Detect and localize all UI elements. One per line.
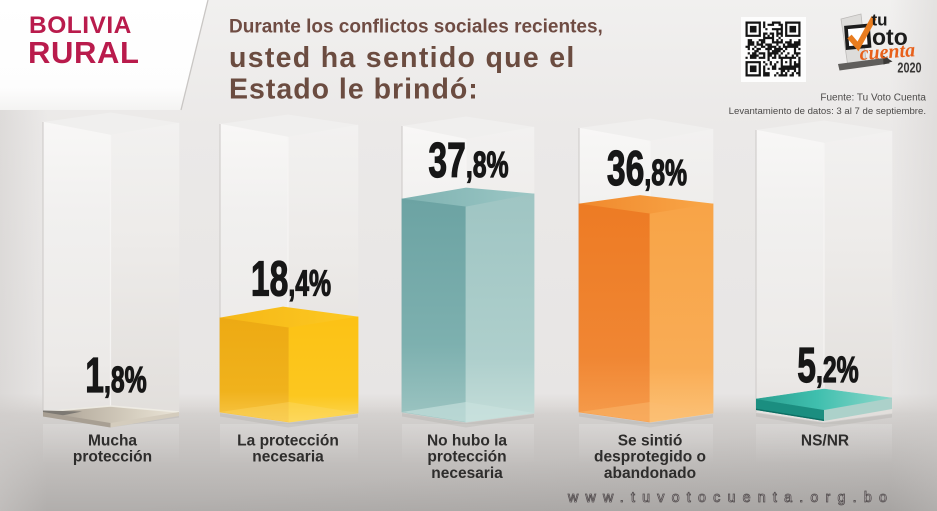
svg-text:www.tuvotocuenta.org.bo: www.tuvotocuenta.org.bo xyxy=(567,490,894,506)
svg-text:No hubo la: No hubo la xyxy=(427,432,507,449)
svg-text:usted ha sentido que el: usted ha sentido que el xyxy=(229,42,576,74)
svg-text:18,4%: 18,4% xyxy=(251,251,331,306)
svg-text:Se sintió: Se sintió xyxy=(618,432,683,449)
svg-text:cuenta: cuenta xyxy=(859,39,916,65)
svg-text:desprotegido o: desprotegido o xyxy=(594,449,706,466)
svg-text:36,8%: 36,8% xyxy=(607,141,687,196)
svg-text:BOLIVIA: BOLIVIA xyxy=(29,12,132,39)
svg-text:abandonado: abandonado xyxy=(604,465,696,482)
svg-text:Fuente: Tu Voto Cuenta: Fuente: Tu Voto Cuenta xyxy=(820,93,926,104)
svg-text:2020: 2020 xyxy=(897,59,921,76)
svg-text:protección: protección xyxy=(73,449,152,466)
svg-text:necesaria: necesaria xyxy=(252,449,324,466)
svg-text:Estado le brindó:: Estado le brindó: xyxy=(229,74,479,106)
svg-text:necesaria: necesaria xyxy=(431,465,503,482)
svg-text:Levantamiento de datos: 3 al 7: Levantamiento de datos: 3 al 7 de septie… xyxy=(729,106,926,117)
svg-text:tu: tu xyxy=(872,11,888,30)
svg-text:La protección: La protección xyxy=(237,432,339,449)
svg-text:NS/NR: NS/NR xyxy=(801,432,849,449)
svg-text:oto: oto xyxy=(872,24,908,50)
svg-text:Mucha: Mucha xyxy=(88,432,137,449)
svg-text:RURAL: RURAL xyxy=(28,35,140,70)
svg-text:protección: protección xyxy=(427,449,506,466)
svg-text:Durante los conflictos sociale: Durante los conflictos sociales reciente… xyxy=(229,17,603,38)
